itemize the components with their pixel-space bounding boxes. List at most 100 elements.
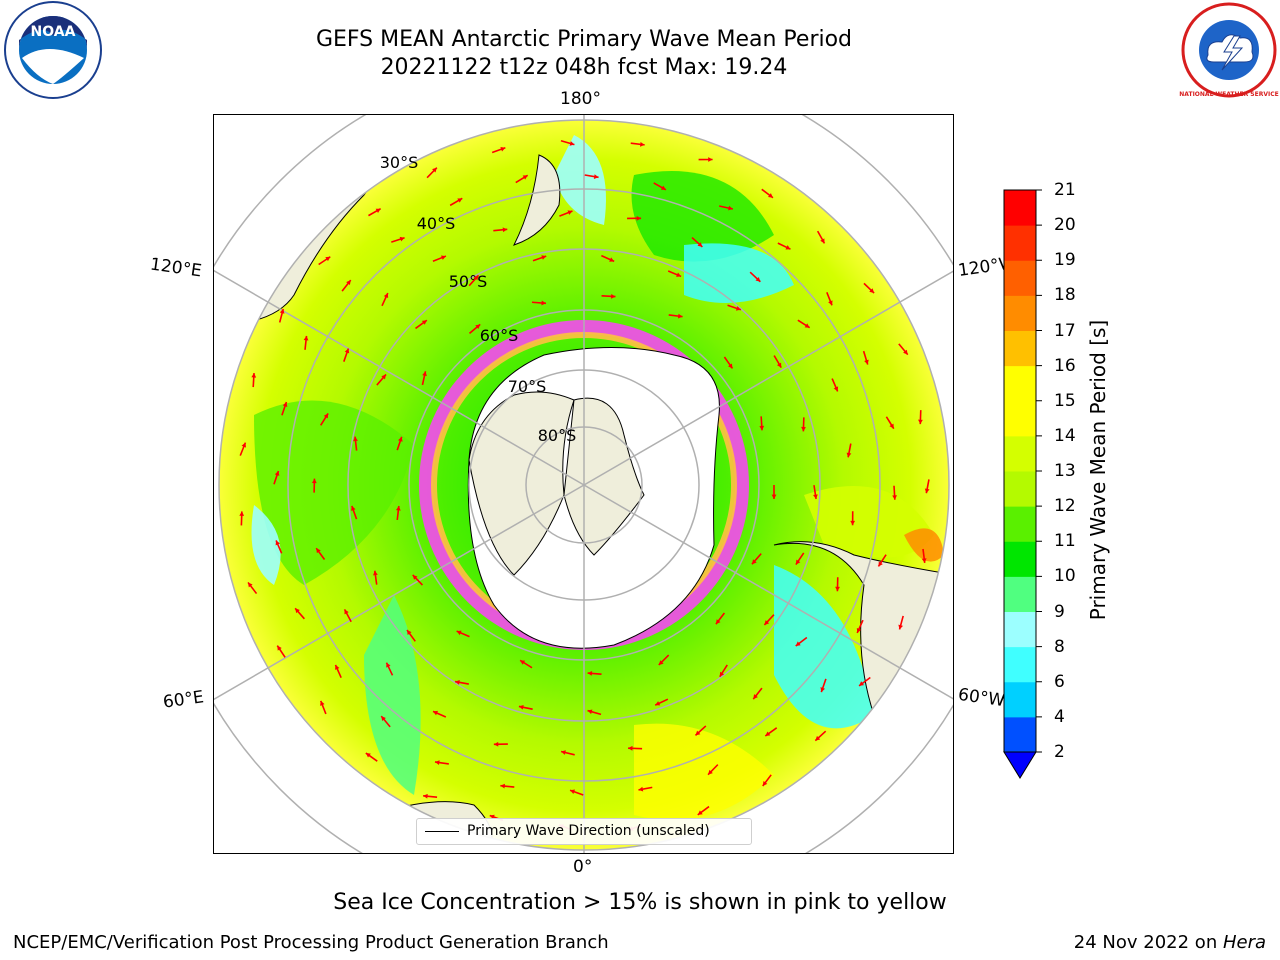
- legend-line-swatch: [425, 831, 459, 832]
- colorbar-tick-label: 6: [1054, 671, 1065, 692]
- wave-direction-arrows: [239, 140, 930, 831]
- colorbar-tick-label: 9: [1054, 601, 1065, 622]
- wave-arrow-head: [864, 359, 869, 365]
- colorbar-swatch: [1004, 190, 1036, 226]
- wave-arrow-head: [918, 419, 923, 425]
- wave-arrow-head: [878, 561, 883, 567]
- wave-arrow-head: [381, 716, 386, 721]
- wave-arrow-head: [628, 745, 633, 751]
- colorbar-swatch: [1004, 576, 1036, 612]
- wave-arrow-head: [639, 141, 645, 147]
- wave-arrow-head: [541, 255, 547, 260]
- wave-arrow-head: [801, 426, 806, 432]
- wave-arrow-head: [715, 619, 721, 625]
- lat-label-80s: 80°S: [538, 426, 577, 445]
- wave-arrow-head: [708, 157, 713, 162]
- wave-arrow-head: [638, 786, 644, 792]
- colorbar-swatch: [1004, 541, 1036, 577]
- wave-arrow-head: [755, 276, 761, 282]
- wave-arrow-head: [813, 494, 818, 500]
- wave-arrow-head: [719, 671, 725, 677]
- wave-arrow-head: [828, 300, 833, 306]
- lat-label-40s: 40°S: [417, 214, 456, 233]
- colorbar-tick-label: 4: [1054, 706, 1065, 727]
- colorbar-swatch: [1004, 330, 1036, 367]
- colorbar-swatch: [1004, 365, 1036, 402]
- wave-arrow-head: [759, 425, 765, 431]
- colorbar: [1003, 189, 1042, 779]
- wave-arrow-head: [767, 193, 773, 198]
- colorbar-swatch: [1004, 400, 1036, 437]
- wave-arrow-head: [353, 436, 358, 442]
- wave-arrow-head: [567, 210, 573, 215]
- wave-arrow-head: [412, 574, 418, 580]
- colorbar-swatch: [1004, 295, 1036, 331]
- wave-arrow-head: [833, 386, 839, 392]
- low-period-patch: [554, 135, 606, 225]
- wave-arrow-head: [697, 242, 703, 247]
- wave-arrow-head: [295, 608, 300, 614]
- wave-arrow-head: [275, 540, 281, 546]
- wave-arrow-head: [274, 470, 280, 476]
- wave-arrow-head: [320, 700, 325, 706]
- wave-arrow-head: [610, 293, 616, 299]
- wave-arrow-head: [422, 371, 427, 377]
- colorbar-label: Primary Wave Mean Period [s]: [1086, 319, 1110, 621]
- wave-arrow-head: [346, 280, 351, 286]
- colorbar-tick-label: 17: [1054, 320, 1076, 341]
- wave-arrow-head: [727, 363, 733, 369]
- wave-arrow-head: [311, 478, 317, 484]
- wave-arrow-head: [325, 256, 331, 262]
- wave-arrow-head: [795, 641, 801, 646]
- wave-arrow-head: [820, 687, 826, 693]
- wave-arrow-head: [493, 741, 499, 747]
- wave-arrow-head: [795, 559, 801, 565]
- wave-arrow-head: [381, 374, 387, 380]
- wave-arrow-head: [373, 570, 378, 576]
- colorbar-tick-label: 10: [1054, 566, 1076, 587]
- wave-arrow-head: [475, 324, 481, 330]
- wave-arrow-head: [815, 735, 821, 741]
- wave-arrow-head: [859, 681, 865, 686]
- colorbar-tick-label: 13: [1054, 461, 1076, 481]
- wave-arrow-head: [251, 373, 257, 378]
- footer-branch: NCEP/EMC/Verification Post Processing Pr…: [13, 932, 609, 953]
- wave-arrow-head: [804, 323, 810, 328]
- wave-arrow-head: [921, 558, 927, 563]
- wave-arrow-head: [856, 627, 862, 633]
- colorbar-swatch: [1004, 716, 1036, 753]
- colorbar-tick-label: 2: [1054, 742, 1065, 762]
- wave-arrow-head: [820, 238, 825, 244]
- wave-arrow-head: [365, 753, 371, 758]
- wave-arrow-head: [776, 362, 782, 368]
- lon-label-180: 180°: [560, 89, 601, 109]
- wave-arrow-head: [386, 662, 391, 668]
- wave-arrow-head: [771, 494, 777, 499]
- wave-arrow-head: [735, 306, 741, 311]
- wave-arrow-head: [898, 624, 903, 630]
- wave-arrow-head: [473, 275, 479, 281]
- colorbar-swatch: [1004, 646, 1036, 683]
- wave-arrow-head: [421, 320, 427, 325]
- colorbar-swatch: [1004, 225, 1036, 261]
- wave-arrow-head: [569, 141, 575, 146]
- wave-arrow-head: [765, 731, 771, 736]
- noaa-logo-text: NOAA: [31, 24, 76, 40]
- wave-arrow-head: [500, 783, 505, 789]
- wave-arrow-head: [892, 495, 897, 500]
- wave-arrow-head: [889, 423, 894, 429]
- wave-arrow-head: [241, 442, 247, 448]
- colorbar-swatch: [1004, 260, 1036, 296]
- colorbar-extend-min: [1003, 751, 1037, 779]
- wave-arrow-head: [502, 227, 508, 233]
- wave-arrow-head: [520, 660, 526, 665]
- wave-arrow-head: [587, 709, 593, 715]
- map-canvas: 30°S 40°S 50°S 60°S 70°S 80°S: [214, 115, 953, 853]
- legend-label: Primary Wave Direction (unscaled): [467, 823, 710, 839]
- wave-arrow-head: [399, 236, 405, 242]
- wave-arrow-head: [636, 215, 642, 221]
- wave-arrow-head: [395, 506, 401, 511]
- colorbar-swatch: [1004, 611, 1036, 648]
- nws-logo: NATIONAL WEATHER SERVICE: [1179, 2, 1279, 98]
- footer-host: Hera: [1222, 932, 1266, 953]
